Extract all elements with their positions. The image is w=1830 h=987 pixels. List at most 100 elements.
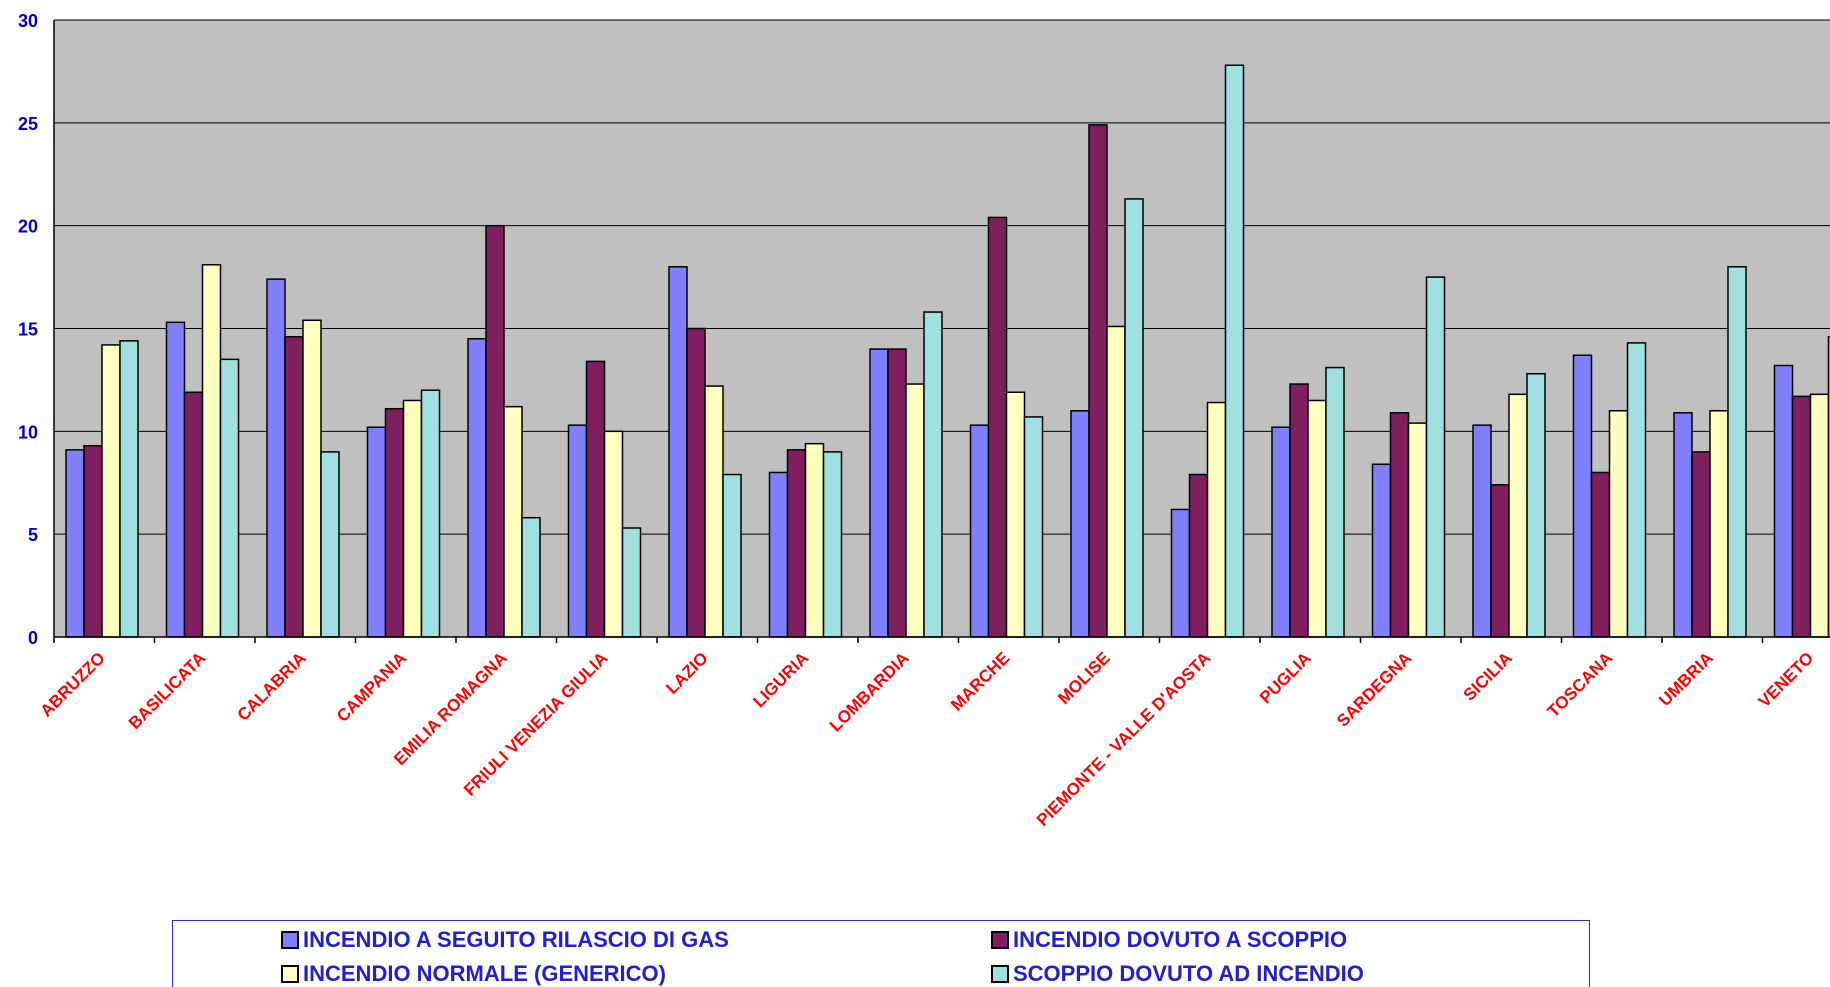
bar — [1407, 422, 1428, 638]
bar — [302, 319, 322, 638]
category-label: UMBRIA — [1655, 648, 1717, 710]
bar — [1673, 412, 1693, 638]
bar — [165, 321, 186, 638]
bar — [119, 340, 139, 638]
bar — [101, 344, 121, 638]
category-label: CAMPANIA — [333, 648, 410, 725]
axes — [53, 20, 1830, 643]
bar — [219, 358, 240, 638]
bar — [1425, 276, 1446, 638]
category-label: ABRUZZO — [37, 648, 109, 720]
category-label: CALABRIA — [234, 648, 310, 724]
bar — [621, 527, 642, 638]
bar — [65, 449, 85, 638]
bar — [1124, 198, 1144, 638]
bar — [686, 327, 706, 638]
y-tick-label: 10 — [18, 422, 38, 442]
bar — [987, 216, 1008, 638]
bar — [1590, 471, 1611, 638]
category-label: MOLISE — [1054, 648, 1114, 708]
category-label: LAZIO — [662, 648, 711, 697]
bar — [1088, 124, 1108, 638]
bar — [1572, 354, 1593, 638]
bar — [969, 424, 990, 638]
bar — [804, 442, 825, 638]
category-label: BASILICATA — [125, 648, 209, 732]
bar — [1371, 463, 1392, 638]
bar — [603, 430, 624, 638]
bar — [1791, 395, 1812, 638]
bar — [467, 338, 487, 638]
bar — [320, 451, 340, 638]
bar — [1170, 508, 1191, 638]
category-label: SICILIA — [1460, 648, 1516, 704]
bar — [668, 266, 688, 638]
y-tick-label: 5 — [28, 525, 38, 545]
bar — [1023, 416, 1044, 638]
bar — [822, 451, 843, 638]
legend-item-fire-explosion: SCOPPIO DOVUTO AD INCENDIO — [991, 961, 1364, 987]
bar — [704, 385, 724, 638]
y-tick-label: 0 — [28, 628, 38, 648]
bar — [1727, 266, 1747, 638]
bar — [905, 383, 925, 638]
bar — [887, 348, 907, 638]
legend-swatch — [991, 965, 1009, 983]
bar — [1224, 64, 1245, 638]
bar — [1626, 342, 1647, 638]
bar — [1508, 393, 1528, 638]
y-tick-label: 15 — [18, 320, 38, 340]
category-labels: ABRUZZO BASILICATA CALABRIA CAMPANIAEMILIA … — [37, 648, 1818, 829]
legend-label: INCENDIO A SEGUITO RILASCIO DI GAS — [303, 927, 729, 952]
bar — [585, 360, 606, 638]
category-label: EMILIA ROMAGNA — [390, 648, 511, 769]
legend-item-gas-release: INCENDIO A SEGUITO RILASCIO DI GAS — [281, 927, 729, 953]
y-tick-label: 25 — [18, 114, 38, 134]
bar — [923, 311, 943, 638]
bar — [83, 444, 103, 638]
legend: INCENDIO A SEGUITO RILASCIO DI GAS INCEN… — [172, 920, 1590, 987]
bar — [1325, 366, 1345, 638]
category-label: LOMBARDIA — [826, 648, 913, 735]
bar — [1608, 410, 1629, 638]
bar — [1809, 393, 1830, 638]
bar — [1389, 412, 1410, 638]
bar — [722, 473, 742, 638]
category-label: PUGLIA — [1256, 648, 1315, 707]
bar — [503, 405, 523, 638]
bar — [1070, 410, 1090, 638]
bar — [1307, 399, 1327, 638]
legend-swatch — [281, 965, 299, 983]
category-label: VENETO — [1755, 648, 1818, 711]
bar — [366, 426, 387, 638]
bar — [183, 391, 204, 638]
bar — [1472, 424, 1492, 638]
bar — [786, 449, 807, 638]
legend-label: INCENDIO DOVUTO A SCOPPIO — [1013, 927, 1348, 952]
bar — [768, 471, 789, 638]
bar — [1005, 391, 1026, 638]
bar — [1490, 484, 1510, 638]
category-label: PIEMONTE - VALLE D'AOSTA — [1033, 648, 1214, 829]
bar — [1206, 401, 1227, 638]
legend-item-explosion-fire: INCENDIO DOVUTO A SCOPPIO — [991, 927, 1347, 953]
bar — [485, 224, 505, 638]
y-tick-label: 20 — [18, 217, 38, 237]
bar — [420, 389, 441, 638]
bar-chart: 0 5 10 15 20 25 30 ABRUZZO BASILICATA CALABRIA CA… — [18, 11, 1830, 830]
bar — [1271, 426, 1291, 638]
bar — [402, 399, 423, 638]
bar — [1773, 364, 1794, 638]
category-label: SARDEGNA — [1333, 648, 1415, 730]
legend-swatch — [991, 931, 1009, 949]
legend-label: SCOPPIO DOVUTO AD INCENDIO — [1013, 961, 1364, 986]
bar — [201, 263, 222, 638]
category-label: LIGURIA — [749, 648, 812, 711]
bar — [567, 424, 588, 638]
bar — [1289, 383, 1309, 638]
bar — [521, 516, 541, 638]
bar — [1106, 325, 1126, 638]
bar — [1188, 473, 1209, 638]
bar — [1526, 372, 1546, 638]
